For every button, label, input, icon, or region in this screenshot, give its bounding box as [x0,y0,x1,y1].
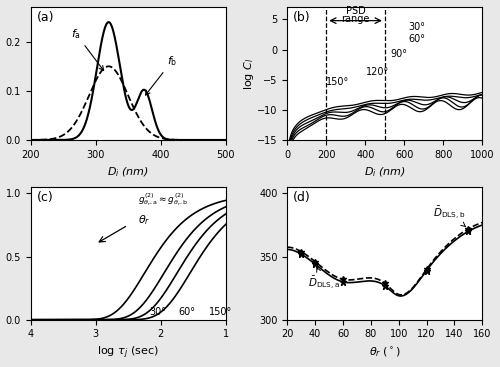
Text: 30°: 30° [149,307,166,317]
X-axis label: $\theta_r$ ($^\circ$): $\theta_r$ ($^\circ$) [369,345,400,359]
Text: (b): (b) [293,11,311,24]
Text: 60°: 60° [179,307,196,317]
Text: PSD: PSD [346,6,366,16]
Text: range: range [342,14,369,24]
Text: 120°: 120° [366,67,390,77]
Text: $\theta_r$: $\theta_r$ [138,214,150,228]
Text: (c): (c) [36,191,53,204]
Text: $f_\mathrm{a}$: $f_\mathrm{a}$ [71,27,104,70]
Text: $g^{(2)}_{\theta_r,\mathrm{a}}\approx g^{(2)}_{\theta_r,\mathrm{b}}$: $g^{(2)}_{\theta_r,\mathrm{a}}\approx g^… [138,191,188,208]
Text: $f_\mathrm{b}$: $f_\mathrm{b}$ [146,54,178,95]
Text: $\bar{D}_\mathrm{DLS,a}$: $\bar{D}_\mathrm{DLS,a}$ [308,268,340,292]
Text: 60°: 60° [408,34,425,44]
Text: 150°: 150° [210,307,233,317]
Text: (d): (d) [293,191,311,204]
X-axis label: log $\tau_j$ (sec): log $\tau_j$ (sec) [97,345,159,361]
Text: 30°: 30° [408,22,425,32]
Text: (a): (a) [36,11,54,24]
X-axis label: $D_i$ (nm): $D_i$ (nm) [364,165,406,179]
Text: 150°: 150° [326,77,349,87]
X-axis label: $D_i$ (nm): $D_i$ (nm) [107,165,149,179]
Y-axis label: log $C_l$: log $C_l$ [242,58,256,90]
Text: 90°: 90° [390,49,407,59]
Text: $\bar{D}_\mathrm{DLS,b}$: $\bar{D}_\mathrm{DLS,b}$ [434,205,466,227]
